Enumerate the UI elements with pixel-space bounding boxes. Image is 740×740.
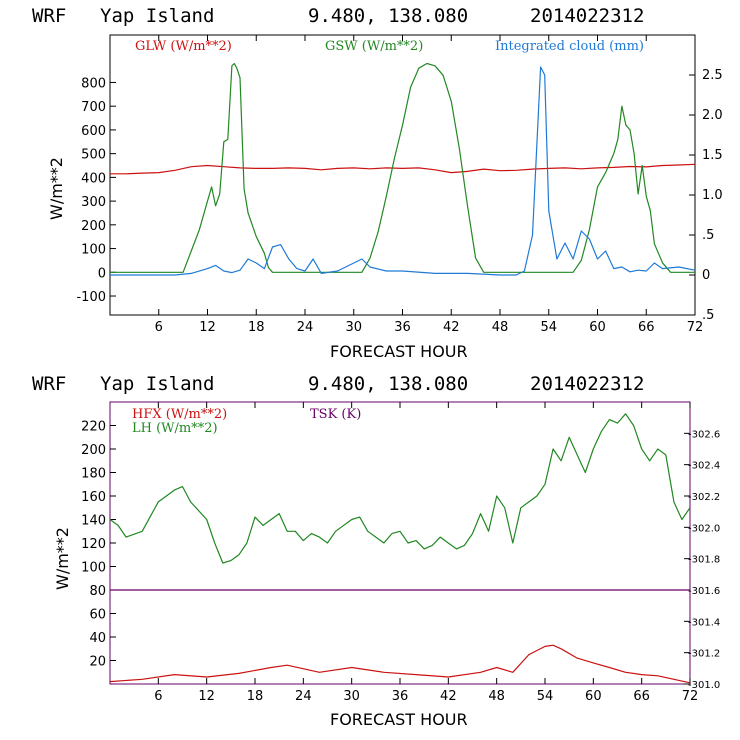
bottom-legend-tsk: TSK (K) (310, 407, 361, 422)
top-y-tick-label: 300 (81, 195, 106, 210)
top-y-tick-label: -100 (76, 290, 106, 305)
bottom-title-model: WRF (32, 373, 66, 395)
top-y-tick-label: 200 (81, 219, 106, 234)
bottom-y-tick-label: 220 (81, 420, 106, 435)
top-legend-gsw: GSW (W/m**2) (325, 39, 423, 54)
bottom-y2-tick-label: -302.6 (688, 429, 720, 440)
bottom-x-tick-label: 48 (488, 689, 505, 704)
bottom-axis-ticks: 6 12 18 24 30 36 42 48 54 60 66 72 20 40 60 80 100 120 140… (81, 402, 720, 704)
top-y-axis-label: W/m**2 (47, 157, 66, 220)
bottom-y2-tick-label: -301.6 (688, 586, 720, 597)
top-title-site: Yap Island (100, 5, 214, 27)
bottom-x-tick-label: 12 (198, 689, 215, 704)
bottom-x-axis-label: FORECAST HOUR (330, 710, 468, 729)
top-y2-tick-label: 2.5 (702, 68, 723, 83)
top-legend-cloud: Integrated cloud (mm) (495, 39, 644, 54)
bottom-y-tick-label: 200 (81, 443, 106, 458)
top-title-model: WRF (32, 5, 66, 27)
top-y-tick-label: 100 (81, 243, 106, 258)
top-x-tick-label: 54 (540, 320, 557, 335)
top-x-tick-label: 36 (394, 320, 411, 335)
top-x-tick-label: 12 (199, 320, 216, 335)
top-y-tick-label: 400 (81, 171, 106, 186)
bottom-title-site: Yap Island (100, 373, 214, 395)
bottom-series-group (109, 413, 691, 684)
top-y-tick-label: 700 (81, 100, 106, 115)
bottom-x-tick-label: 42 (440, 689, 457, 704)
top-y-tick-label: 600 (81, 124, 106, 139)
top-y2-tick-label: 1.5 (702, 148, 723, 163)
bottom-y-tick-label: 160 (81, 490, 106, 505)
bottom-y2-tick-label: -302.0 (688, 523, 720, 534)
bottom-y2-tick-label: -302.2 (688, 492, 720, 503)
bottom-legend-lh: LH (W/m**2) (132, 421, 218, 436)
bottom-y2-tick-label: -301.2 (688, 649, 720, 660)
top-legend-glw: GLW (W/m**2) (135, 39, 232, 54)
bottom-y-tick-label: 100 (81, 561, 106, 576)
bottom-title-coords: 9.480, 138.080 (308, 373, 468, 395)
top-x-tick-label: 18 (248, 320, 265, 335)
bottom-y2-tick-label: -302.4 (688, 461, 720, 472)
bottom-y-tick-label: 140 (81, 514, 106, 529)
bottom-y-tick-label: 20 (89, 655, 106, 670)
top-plot-frame (109, 34, 696, 316)
bottom-y-axis-label: W/m**2 (53, 527, 72, 590)
bottom-x-tick-label: 54 (537, 689, 554, 704)
top-x-axis-label: FORECAST HOUR (330, 342, 468, 361)
top-y-tick-label: 500 (81, 148, 106, 163)
bottom-x-tick-label: 30 (343, 689, 360, 704)
top-series-cloud-line (110, 66, 696, 276)
top-x-tick-label: 72 (687, 320, 704, 335)
bottom-x-tick-label: 36 (392, 689, 409, 704)
top-series-group (110, 62, 696, 276)
bottom-title-date: 2014022312 (530, 373, 644, 395)
bottom-x-tick-label: 72 (682, 689, 699, 704)
bottom-x-tick-label: 18 (247, 689, 264, 704)
top-y2-tick-label: 2.0 (702, 108, 723, 123)
top-axis-ticks: 6 12 18 24 30 36 42 48 54 60 66 72 -100 0 100 200 300 400… (76, 35, 723, 335)
bottom-y2-tick-label: -301.8 (688, 555, 720, 566)
top-x-tick-label: 30 (345, 320, 362, 335)
top-y2-tick-label: .5 (702, 308, 714, 323)
bottom-plot-frame (109, 401, 691, 685)
top-title-date: 2014022312 (530, 5, 644, 27)
top-y2-tick-label: 1.0 (702, 188, 723, 203)
top-title-coords: 9.480, 138.080 (308, 5, 468, 27)
top-x-tick-label: 48 (492, 320, 509, 335)
top-y2-tick-label: .5 (702, 228, 714, 243)
top-x-tick-label: 24 (297, 320, 314, 335)
bottom-y-tick-label: 60 (89, 608, 106, 623)
bottom-y2-tick-label: -301.0 (688, 680, 720, 691)
top-y2-tick-label: 0 (702, 268, 710, 283)
top-x-tick-label: 42 (443, 320, 460, 335)
bottom-legend-hfx: HFX (W/m**2) (132, 407, 227, 422)
bottom-y2-tick-label: -301.4 (688, 617, 720, 628)
top-x-tick-label: 6 (155, 320, 163, 335)
bottom-series-hfx-line (109, 644, 691, 684)
top-x-tick-label: 66 (638, 320, 655, 335)
bottom-y-tick-label: 40 (89, 631, 106, 646)
bottom-y-tick-label: 80 (89, 584, 106, 599)
bottom-x-tick-label: 66 (633, 689, 650, 704)
top-series-gsw-line (110, 62, 695, 273)
bottom-y-tick-label: 180 (81, 467, 106, 482)
bottom-series-lh-line (109, 413, 691, 564)
bottom-x-tick-label: 24 (295, 689, 312, 704)
top-y-tick-label: 800 (81, 76, 106, 91)
top-y-tick-label: 0 (98, 266, 106, 281)
top-x-tick-label: 60 (589, 320, 606, 335)
bottom-x-tick-label: 60 (585, 689, 602, 704)
bottom-x-tick-label: 6 (154, 689, 162, 704)
top-series-glw-line (110, 163, 696, 175)
bottom-y-tick-label: 120 (81, 537, 106, 552)
